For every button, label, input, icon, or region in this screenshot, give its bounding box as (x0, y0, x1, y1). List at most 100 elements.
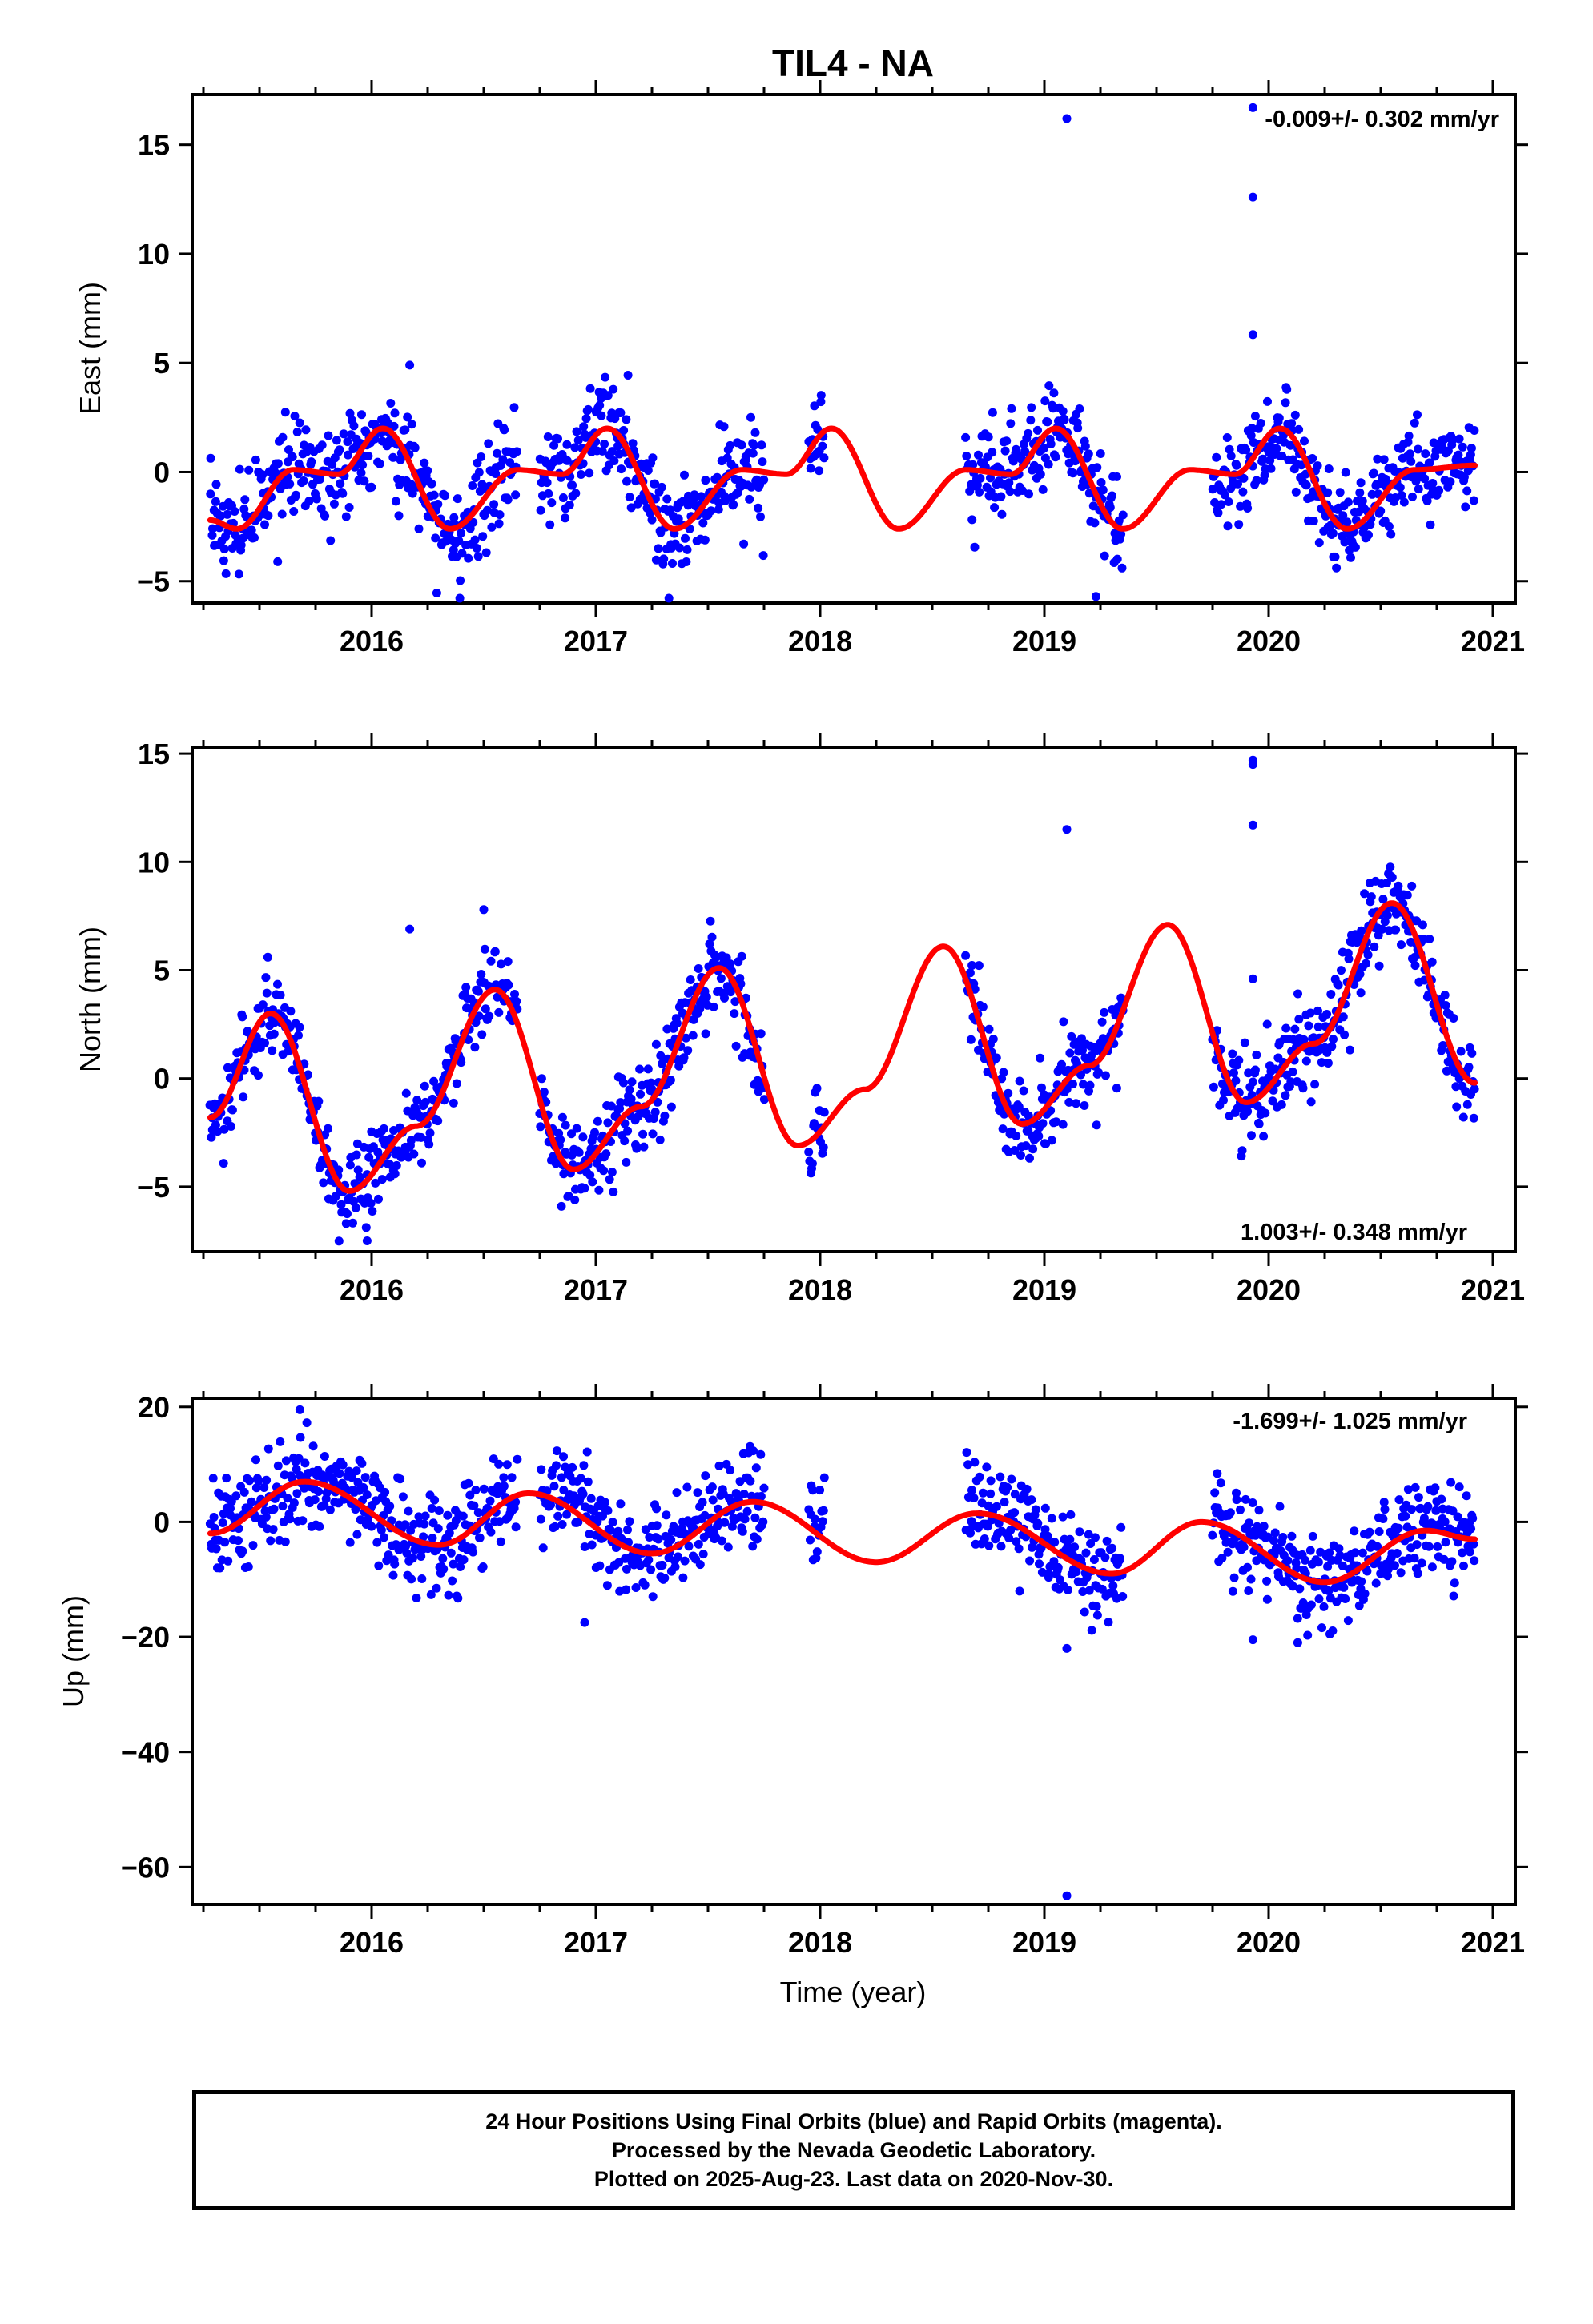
up-data-point (819, 1473, 829, 1482)
north-data-point (1024, 1111, 1033, 1120)
east-data-point (273, 557, 283, 566)
east-data-point (408, 489, 417, 498)
up-data-point (749, 1446, 758, 1456)
up-data-point (1232, 1495, 1241, 1505)
east-x-tick-label: 2021 (1461, 625, 1525, 657)
east-data-point (494, 519, 504, 529)
up-outlier-point (1293, 1638, 1302, 1647)
east-data-point (1238, 487, 1248, 497)
up-rate-label: -1.699+/- 1.025 mm/yr (1233, 1409, 1467, 1434)
north-data-point (1313, 1006, 1322, 1015)
up-data-point (401, 1542, 411, 1551)
north-data-point (1021, 1141, 1031, 1151)
east-data-point (623, 371, 633, 380)
east-data-point (961, 432, 971, 442)
up-data-point (614, 1558, 624, 1567)
up-data-point (652, 1504, 662, 1514)
up-data-point (631, 1583, 641, 1592)
north-data-point (709, 1002, 718, 1011)
east-data-point (1027, 403, 1036, 412)
north-data-point (361, 1223, 371, 1232)
up-data-point (456, 1562, 465, 1571)
north-data-point (497, 959, 506, 969)
north-data-point (433, 1116, 443, 1126)
north-data-point (1462, 1100, 1472, 1109)
north-data-point (345, 1160, 355, 1170)
up-data-point (1283, 1556, 1293, 1566)
east-data-point (1397, 491, 1406, 500)
east-data-point (357, 410, 366, 420)
north-data-point (1440, 991, 1450, 1000)
east-data-point (601, 372, 610, 382)
up-data-point (580, 1542, 589, 1551)
north-data-point (1064, 1097, 1074, 1107)
north-data-point (625, 1085, 634, 1095)
east-data-point (339, 429, 348, 439)
east-data-point (674, 543, 684, 553)
up-data-point (1401, 1511, 1410, 1521)
up-data-point (970, 1458, 980, 1467)
east-data-point (1223, 521, 1233, 531)
east-data-point (543, 432, 553, 441)
north-data-point (660, 1111, 670, 1120)
north-data-point (485, 1011, 494, 1021)
up-data-point (1031, 1505, 1040, 1514)
up-data-point (623, 1525, 632, 1534)
east-data-point (746, 412, 755, 422)
east-data-point (1044, 460, 1053, 469)
up-data-point (1343, 1616, 1353, 1626)
east-data-point (818, 441, 827, 451)
up-data-point (1043, 1531, 1052, 1541)
north-data-point (304, 1070, 312, 1080)
up-data-point (1100, 1553, 1110, 1562)
east-data-point (277, 509, 287, 519)
north-data-point (1322, 1010, 1332, 1019)
east-data-point (1036, 469, 1045, 479)
east-data-point (758, 457, 767, 467)
east-data-point (312, 494, 321, 504)
east-data-point (572, 427, 581, 436)
east-data-point (1058, 407, 1068, 416)
east-data-point (1355, 488, 1365, 497)
north-data-point (263, 952, 272, 962)
up-data-point (1262, 1594, 1272, 1604)
up-data-point (262, 1475, 272, 1485)
north-x-tick-label: 2021 (1461, 1273, 1525, 1306)
east-data-point (719, 422, 729, 432)
east-data-point (335, 445, 344, 455)
north-data-point (1425, 935, 1434, 943)
east-data-point (579, 422, 589, 432)
up-data-point (446, 1548, 456, 1558)
up-data-point (222, 1474, 231, 1483)
east-data-point (457, 549, 467, 558)
up-data-point (1037, 1567, 1047, 1577)
east-data-point (240, 495, 250, 505)
north-data-point (1397, 940, 1406, 950)
east-data-point (341, 512, 351, 521)
north-data-point (974, 961, 984, 971)
east-data-point (432, 589, 441, 597)
east-data-point (988, 408, 997, 417)
up-data-point (1047, 1514, 1056, 1523)
east-data-point (1096, 478, 1106, 487)
north-data-point (638, 1129, 648, 1139)
up-data-point (986, 1476, 996, 1486)
east-data-point (1314, 538, 1324, 548)
east-data-point (997, 509, 1007, 519)
up-data-point (338, 1460, 348, 1470)
up-data-point (469, 1547, 478, 1557)
up-data-point (444, 1590, 453, 1600)
north-data-point (401, 1088, 411, 1098)
east-data-point (223, 509, 232, 519)
east-data-point (468, 481, 477, 490)
east-data-point (654, 544, 663, 553)
north-data-point (651, 1039, 661, 1049)
up-data-point (694, 1539, 703, 1549)
up-data-point (1407, 1505, 1416, 1514)
up-data-point (1319, 1602, 1329, 1611)
north-data-point (504, 980, 513, 990)
east-data-point (625, 493, 634, 502)
up-data-point (678, 1573, 688, 1582)
up-data-point (1007, 1474, 1016, 1484)
north-data-point (260, 1039, 269, 1047)
